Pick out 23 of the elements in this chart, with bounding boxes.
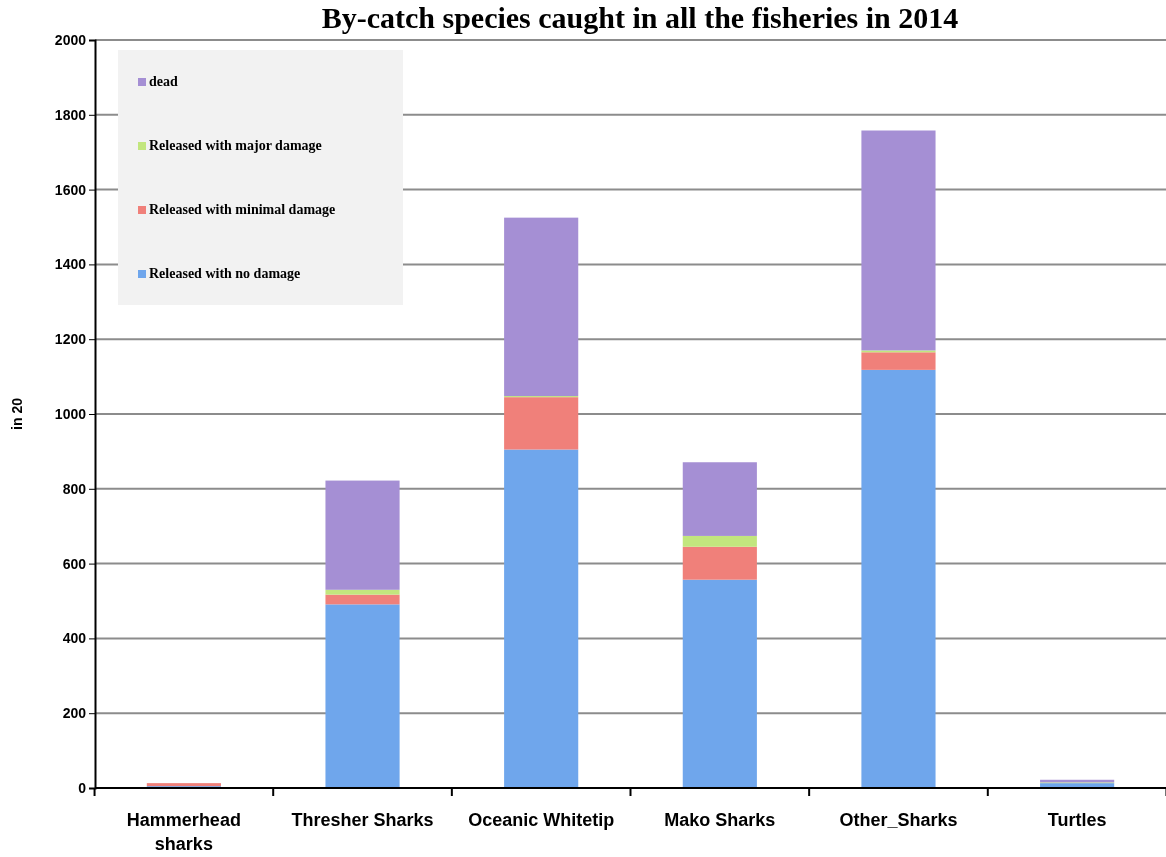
y-tick-label: 800 bbox=[62, 480, 87, 497]
x-tick-label: Turtles bbox=[1047, 810, 1107, 830]
y-tick-label: 600 bbox=[62, 555, 87, 572]
y-tick-label: 0 bbox=[78, 779, 87, 796]
x-tick-label: Other_Sharks bbox=[839, 810, 958, 830]
y-tick-label: 1200 bbox=[54, 331, 87, 348]
x-tick-label: Oceanic Whitetip bbox=[468, 810, 615, 830]
y-tick-label: 400 bbox=[62, 630, 87, 647]
legend-label: Released with minimal damage bbox=[149, 202, 336, 217]
y-tick-label: 1400 bbox=[54, 256, 87, 273]
legend-label: Released with major damage bbox=[149, 138, 322, 153]
legend-label: dead bbox=[149, 74, 178, 89]
legend-label: Released with no damage bbox=[149, 266, 301, 281]
y-tick-label: 1600 bbox=[54, 181, 87, 198]
x-tick-label: Hammerhead sharks bbox=[126, 810, 241, 854]
x-tick-label: Mako Sharks bbox=[664, 810, 776, 830]
y-tick-label: 2000 bbox=[54, 31, 87, 48]
x-tick-label: Thresher Sharks bbox=[291, 810, 434, 830]
chart-title: By-catch species caught in all the fisheries in 2014 bbox=[321, 1, 959, 34]
y-axis-title: in 20 bbox=[9, 397, 25, 430]
y-tick-label: 1800 bbox=[54, 106, 87, 123]
y-tick-label: 200 bbox=[62, 705, 87, 722]
y-tick-label: 1000 bbox=[54, 405, 87, 422]
